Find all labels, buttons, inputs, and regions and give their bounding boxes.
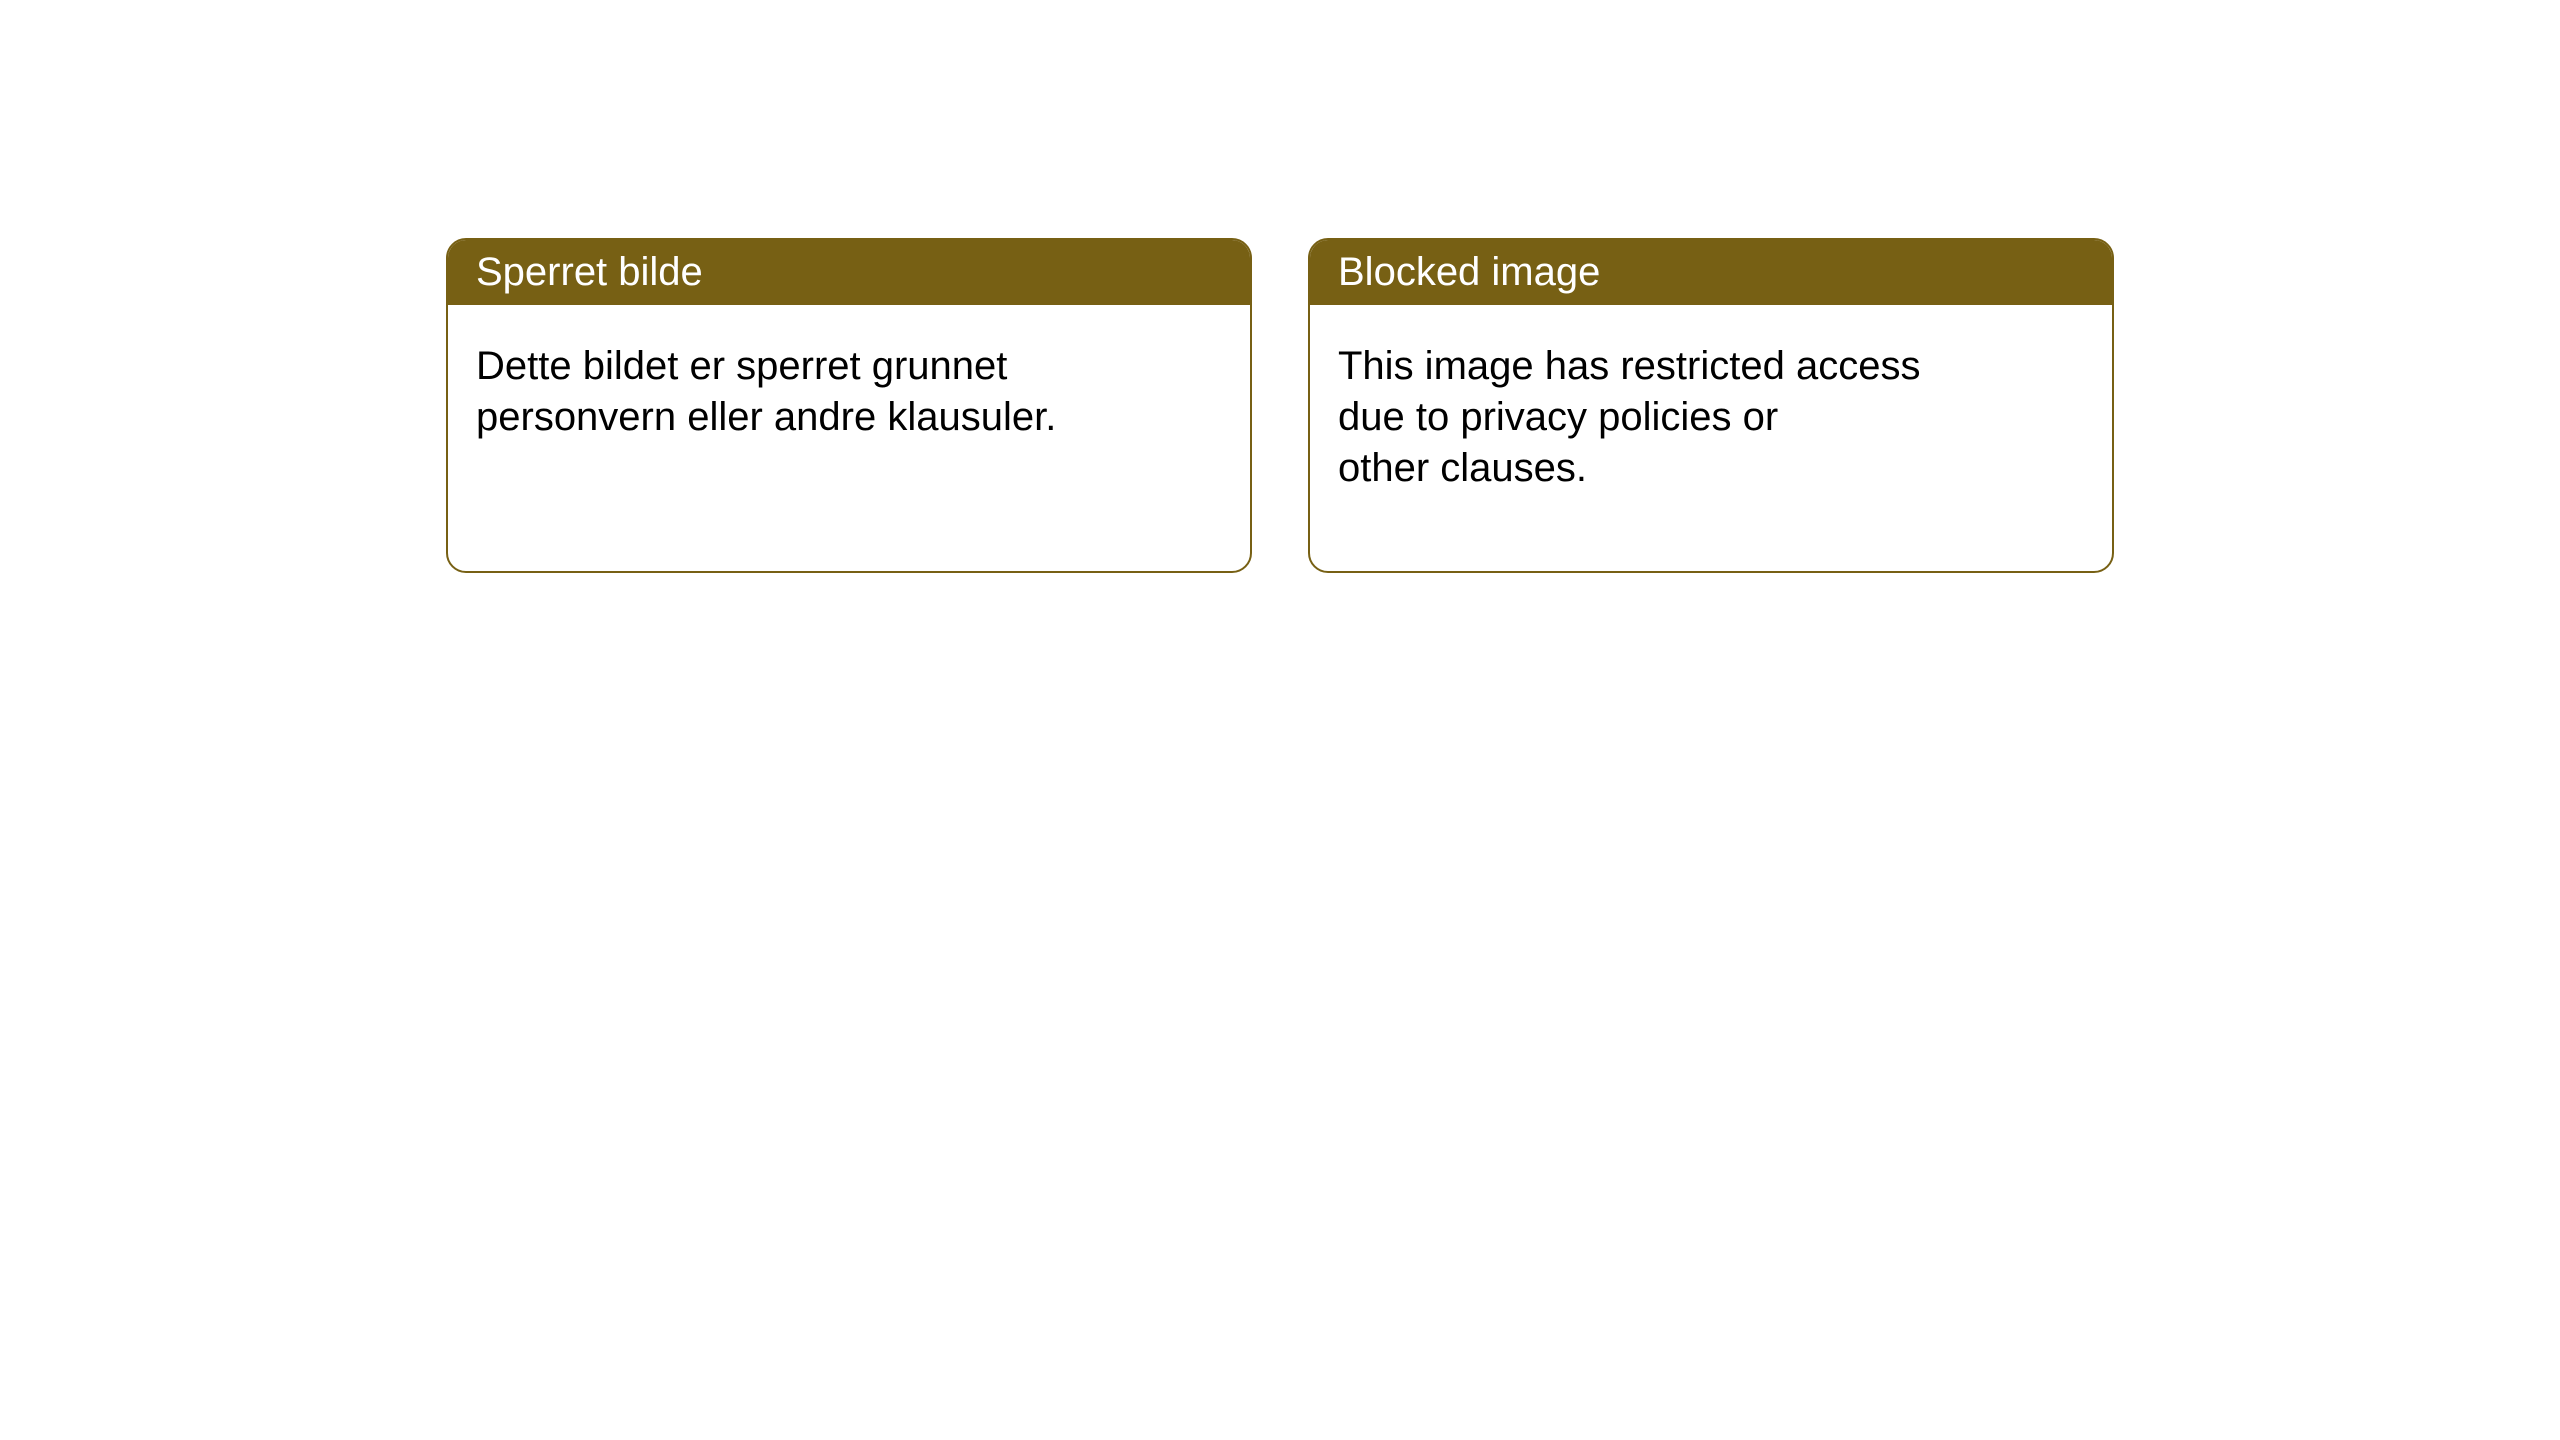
card-header-en: Blocked image (1310, 240, 2112, 305)
blocked-image-card-en: Blocked image This image has restricted … (1308, 238, 2114, 573)
card-header-no: Sperret bilde (448, 240, 1250, 305)
card-body-en: This image has restricted access due to … (1310, 305, 2010, 531)
card-body-no: Dette bildet er sperret grunnet personve… (448, 305, 1148, 479)
cards-container: Sperret bilde Dette bildet er sperret gr… (0, 0, 2560, 573)
blocked-image-card-no: Sperret bilde Dette bildet er sperret gr… (446, 238, 1252, 573)
